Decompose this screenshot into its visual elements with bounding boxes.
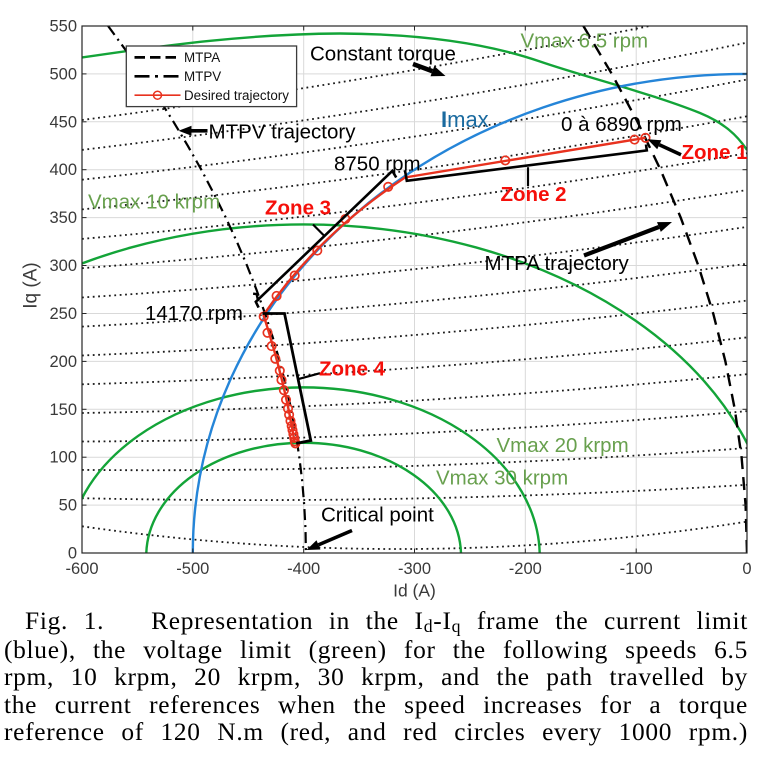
svg-text:-300: -300 xyxy=(398,560,431,578)
svg-text:MTPA trajectory: MTPA trajectory xyxy=(485,252,630,275)
svg-text:MTPV trajectory: MTPV trajectory xyxy=(209,121,357,144)
svg-text:-400: -400 xyxy=(287,560,320,578)
svg-text:0: 0 xyxy=(742,560,751,578)
svg-text:14170 rpm: 14170 rpm xyxy=(145,302,243,325)
svg-text:450: 450 xyxy=(49,113,77,131)
svg-text:-500: -500 xyxy=(176,560,209,578)
svg-text:Vmax 20 krpm: Vmax 20 krpm xyxy=(497,434,629,457)
svg-text:300: 300 xyxy=(49,257,77,275)
svg-text:Zone 4: Zone 4 xyxy=(319,357,386,380)
svg-text:Zone 1: Zone 1 xyxy=(682,141,748,164)
svg-text:Desired trajectory: Desired trajectory xyxy=(184,88,289,103)
svg-text:MTPV: MTPV xyxy=(184,69,221,84)
svg-text:350: 350 xyxy=(49,209,77,227)
svg-text:Zone 3: Zone 3 xyxy=(265,196,331,219)
svg-text:8750 rpm: 8750 rpm xyxy=(334,153,421,176)
svg-text:Vmax 30 krpm: Vmax 30 krpm xyxy=(436,467,568,490)
svg-text:50: 50 xyxy=(59,497,77,515)
svg-text:400: 400 xyxy=(49,161,77,179)
svg-text:Zone 2: Zone 2 xyxy=(501,183,567,206)
svg-text:Imax: Imax xyxy=(441,107,489,132)
svg-text:Critical point: Critical point xyxy=(321,504,434,527)
svg-text:MTPA: MTPA xyxy=(184,50,220,65)
svg-text:100: 100 xyxy=(49,449,77,467)
svg-text:Vmax 6.5 rpm: Vmax 6.5 rpm xyxy=(521,30,649,53)
svg-text:150: 150 xyxy=(49,401,77,419)
svg-text:Vmax 10 krpm: Vmax 10 krpm xyxy=(88,191,220,214)
svg-text:Id (A): Id (A) xyxy=(393,581,436,601)
svg-text:200: 200 xyxy=(49,353,77,371)
svg-text:550: 550 xyxy=(49,18,77,36)
svg-text:-600: -600 xyxy=(65,560,98,578)
svg-text:0: 0 xyxy=(68,545,77,563)
svg-text:500: 500 xyxy=(49,65,77,83)
svg-text:-200: -200 xyxy=(509,560,542,578)
svg-text:250: 250 xyxy=(49,305,77,323)
svg-text:-100: -100 xyxy=(620,560,653,578)
svg-text:Iq (A): Iq (A) xyxy=(21,262,42,308)
svg-text:Constant torque: Constant torque xyxy=(310,43,456,66)
svg-text:0 à 6890 rpm: 0 à 6890 rpm xyxy=(561,113,682,136)
